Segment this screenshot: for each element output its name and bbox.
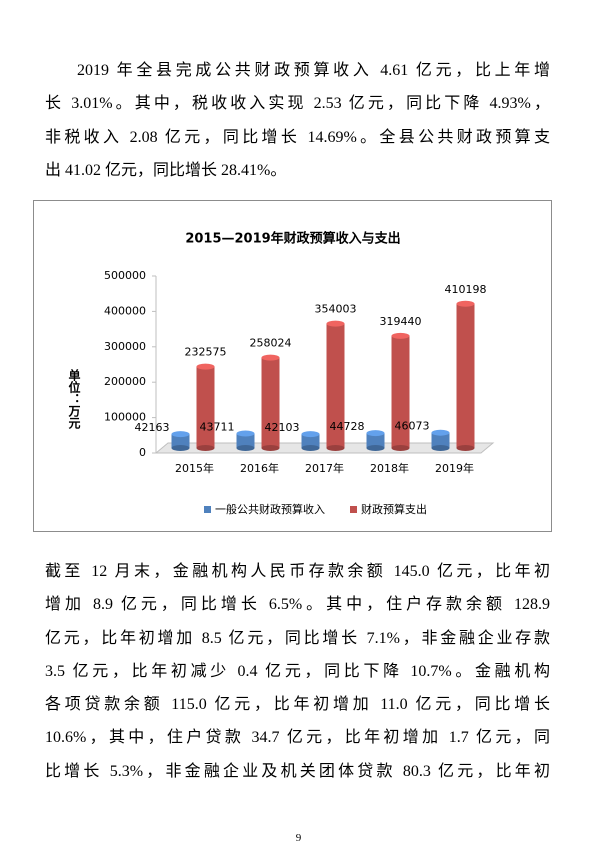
bar [366, 430, 385, 451]
bar-top [456, 300, 475, 307]
value-label: 319440 [380, 315, 422, 328]
value-label: 410198 [445, 283, 487, 296]
text-line: 3.5 亿元，比年初减少 0.4 亿元，同比下降 10.7%。金融机构 [45, 662, 550, 680]
x-tick-label: 2015年 [175, 461, 214, 475]
y-axis-label: 单位：万元 [67, 368, 81, 430]
paragraph: 截至 12 月末，金融机构人民币存款余额 145.0 亿元，比年初 增加 8.9 … [45, 555, 550, 788]
value-label: 44728 [330, 420, 365, 433]
value-label: 354003 [315, 303, 357, 316]
bar-base [366, 445, 385, 451]
y-tick-label: 0 [139, 446, 146, 459]
x-tick-label: 2016年 [240, 461, 279, 475]
chart-frame: 2015—2019年财政预算收入与支出 单位：万元 0 100000 200000 3… [33, 200, 552, 532]
text-line: 出 41.02 亿元，同比增长 28.41%。 [45, 161, 287, 179]
text-line: 2019 年全县完成公共财政预算收入 4.61 亿元，比上年增 [77, 62, 550, 79]
bar [196, 363, 215, 451]
bar-top [366, 430, 385, 437]
bar-top [236, 430, 255, 437]
bar-body [326, 323, 345, 448]
y-tick-label: 100000 [104, 411, 146, 424]
bar-body [301, 434, 320, 448]
bar-base [196, 445, 215, 451]
bar-body [171, 434, 190, 448]
value-label: 43711 [200, 421, 235, 434]
value-label: 258024 [250, 337, 292, 350]
legend-label: 财政预算支出 [361, 502, 427, 516]
bar-top [431, 429, 450, 436]
bar-top [171, 431, 190, 438]
x-tick-label: 2017年 [305, 461, 344, 475]
text-line: 比增长 5.3%，非金融企业及机关团体贷款 80.3 亿元，比年初 [45, 762, 550, 780]
bar-base [261, 445, 280, 451]
value-label: 232575 [185, 346, 227, 359]
bar-base [431, 445, 450, 451]
bar-base [391, 445, 410, 451]
bar-body [236, 433, 255, 448]
y-tick-label: 400000 [104, 304, 146, 317]
page-number: 9 [295, 832, 302, 844]
bar [171, 431, 190, 451]
y-tick-label: 500000 [104, 269, 146, 282]
bar-body [456, 303, 475, 448]
text-line: 非税收入 2.08 亿元，同比增长 14.69%。全县公共财政预算支 [45, 128, 550, 146]
bar-top [261, 354, 280, 361]
legend-label: 一般公共财政预算收入 [215, 502, 325, 516]
bar [236, 430, 255, 451]
bar-body [366, 433, 385, 448]
bar [456, 300, 475, 451]
bar-top [196, 363, 215, 370]
text-line: 长 3.01%。其中，税收收入实现 2.53 亿元，同比下降 4.93%， [45, 95, 550, 113]
bar [261, 354, 280, 451]
bar [431, 429, 450, 451]
bar-body [196, 366, 215, 448]
bar-base [236, 445, 255, 451]
chart: 2015—2019年财政预算收入与支出 单位：万元 0 100000 200000 3… [67, 231, 495, 516]
bar-body [261, 357, 280, 448]
bar-top [391, 332, 410, 339]
value-label: 42103 [265, 421, 300, 434]
bar-top [326, 320, 345, 327]
legend-swatch [350, 506, 357, 513]
text-line: 截至 12 月末，金融机构人民币存款余额 145.0 亿元，比年初 [45, 563, 550, 580]
y-tick-label: 300000 [104, 340, 146, 353]
bar-body [391, 335, 410, 448]
bar [326, 320, 345, 451]
bar-body [431, 432, 450, 448]
chart-title: 2015—2019年财政预算收入与支出 [185, 231, 400, 247]
bar-base [326, 445, 345, 451]
text-line: 各项贷款余额 115.0 亿元，比年初增加 11.0 亿元，同比增长 [45, 696, 550, 714]
bar-top [301, 431, 320, 438]
paragraph: 2019 年全县完成公共财政预算收入 4.61 亿元，比上年增长 3.01%。其… [45, 54, 550, 187]
text-line: 亿元，比年初增加 8.5 亿元，同比增长 7.1%，非金融企业存款 [45, 629, 550, 647]
x-tick-label: 2018年 [370, 461, 409, 475]
bar-base [171, 445, 190, 451]
legend-swatch [204, 506, 211, 513]
text-line: 增加 8.9 亿元，同比增长 6.5%。其中，住户存款余额 128.9 [45, 596, 550, 614]
bar-base [456, 445, 475, 451]
bar-base [301, 445, 320, 451]
bar [391, 332, 410, 451]
value-label: 42163 [135, 421, 170, 434]
text-line: 10.6%，其中，住户贷款 34.7 亿元，比年初增加 1.7 亿元，同 [45, 729, 550, 747]
value-label: 46073 [395, 420, 430, 433]
bar [301, 431, 320, 451]
x-tick-label: 2019年 [435, 461, 474, 475]
y-tick-label: 200000 [104, 375, 146, 388]
